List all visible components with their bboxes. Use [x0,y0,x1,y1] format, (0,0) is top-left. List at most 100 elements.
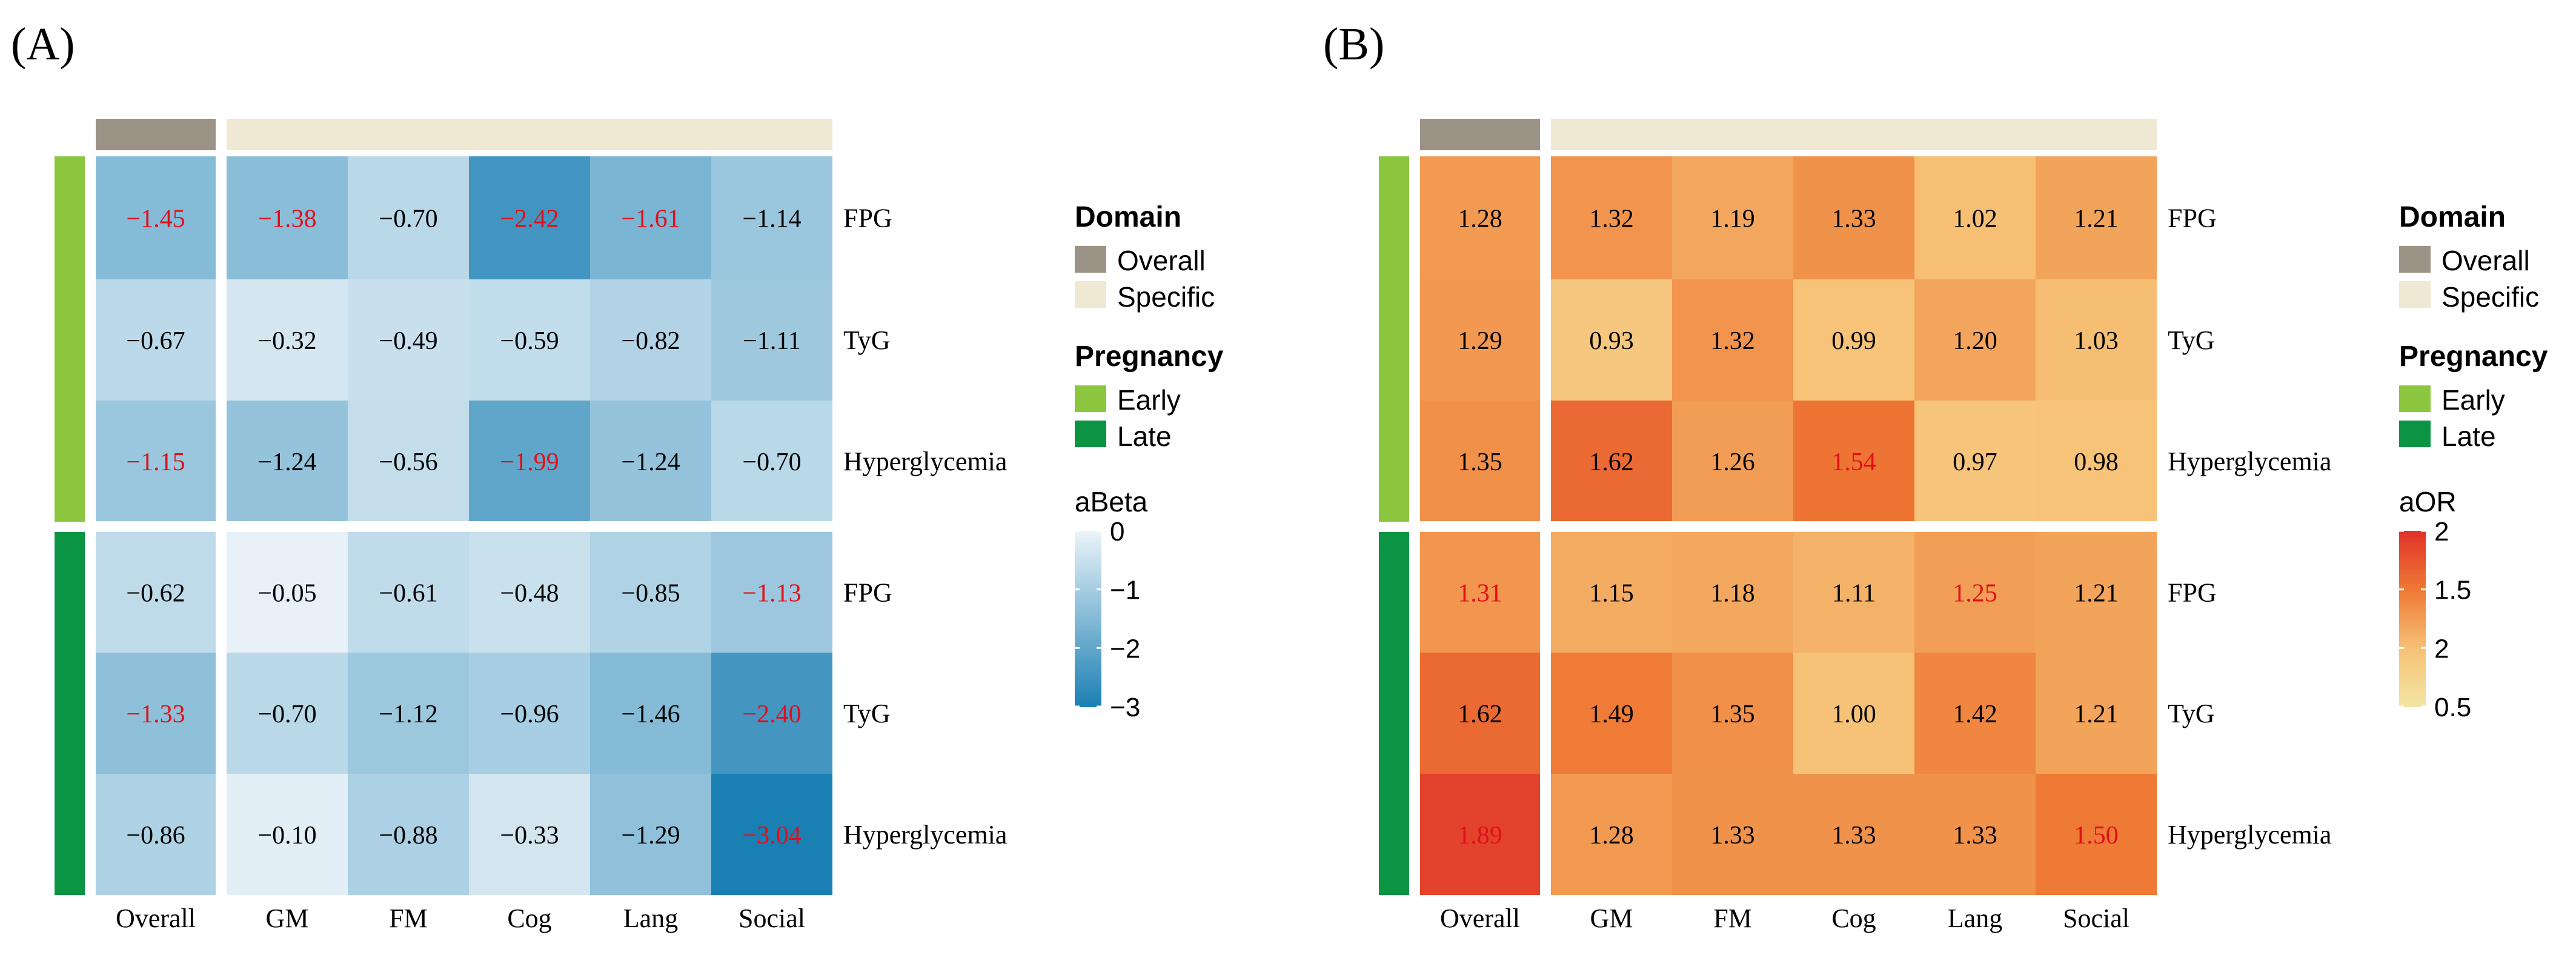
heatmap-cells: −1.45 −1.38 −0.70 −2.42 −1.61 −1.14 −0.67 −0.32… [96,156,832,895]
color-scale-gradient-step [1075,659,1101,664]
row-label: TyG [2168,699,2215,728]
cell-value-label: 1.33 [1831,822,1876,850]
cell-value-label: −0.67 [126,327,185,355]
color-scale-gradient-step [2399,619,2426,622]
cell-value-label: 1.33 [1710,822,1755,850]
color-scale-gradient-step [2399,694,2426,699]
heatmap-cell [1551,401,1672,522]
color-scale-gradient-step [1075,674,1101,678]
legend-swatch-overall [2399,246,2431,273]
color-scale-gradient-step [2399,598,2426,602]
color-scale-gradient-step [2399,668,2426,672]
row-label: Hyperglycemia [2168,447,2331,476]
cell-value-label: −0.70 [257,700,316,728]
cell-value-label: −3.04 [742,822,801,850]
heatmap-cell [469,279,590,401]
cell-value-label: 1.62 [1458,700,1502,728]
heatmap-cell [1672,774,1793,895]
legend-label-specific: Specific [1117,281,1215,313]
color-scale-gradient-step [2399,686,2426,690]
color-scale-tick-label: 1.5 [2434,576,2471,605]
row-label: Hyperglycemia [843,447,1007,476]
heatmap-cell [96,401,216,522]
cell-value-label: −1.61 [621,205,680,233]
cell-value-label: 1.29 [1458,327,1502,355]
color-scale-gradient-step [1075,568,1101,573]
color-scale-gradient-step [1075,633,1101,637]
cell-value-label: −0.62 [126,580,185,608]
color-scale-tick-label: 0.5 [2434,693,2471,722]
heatmap-cell [1672,401,1793,522]
row-block-separator [1420,521,2157,532]
color-scale-gradient-step [1075,671,1101,675]
cell-value-label: −2.42 [500,205,559,233]
color-scale-tick-label: 2 [2434,517,2449,547]
pregnancy-annotation-bar [1379,156,1409,895]
color-scale-gradient-step [2399,633,2426,637]
color-scale-gradient-step [2399,571,2426,576]
legend-label-late: Late [1117,421,1172,452]
domain-bar-specific [227,119,832,150]
color-scale-gradient-step [1075,700,1101,705]
heatmap-cell [1672,532,1793,653]
cell-value-label: 1.21 [2074,580,2119,608]
heatmap-cell [1551,532,1672,653]
cell-value-label: 0.98 [2074,448,2119,476]
heatmap-cell [1420,156,1540,279]
color-scale-gradient-step [2399,674,2426,678]
cell-value-label: 1.21 [2074,205,2119,233]
color-scale-gradient-step [1075,574,1101,579]
column-label: Social [739,903,805,933]
heatmap-cell [227,279,348,401]
heatmap-cell [96,653,216,774]
color-scale-gradient-step [2399,691,2426,696]
color-scale-gradient-step [1075,654,1101,657]
cell-value-label: −1.11 [743,327,801,355]
heatmap-cell [348,279,469,401]
color-scale-gradient-step [1075,545,1101,549]
cell-value-label: 0.97 [1953,448,1997,476]
domain-annotation-bar [96,119,832,150]
heatmap-cell [96,774,216,895]
color-scale-gradient-step [1075,680,1101,684]
legend-label-early: Early [2442,384,2505,416]
cell-value-label: −0.70 [379,205,437,233]
cell-value-label: −1.24 [257,448,316,476]
legend: Domain Overall Specific Pregnancy Early … [2399,201,2548,452]
legend-pregnancy-title: Pregnancy [1075,341,1224,373]
color-scale-gradient-step [2399,568,2426,573]
color-scale-gradient-step [1075,624,1101,628]
heatmap-cell [1420,774,1540,895]
color-scale-title: aBeta [1075,486,1148,517]
color-scale-tick-label: 0 [1110,517,1124,547]
cell-value-label: 1.42 [1953,700,1997,728]
cell-value-label: −2.40 [742,700,801,728]
column-block-separator [1541,156,1551,895]
color-scale-gradient-step [1075,686,1101,690]
color-scale-gradient-step [1075,589,1101,593]
color-scale-gradient-step [2399,656,2426,661]
cell-value-label: 1.25 [1953,580,1997,608]
heatmap-cell [1672,156,1793,279]
heatmap-cell [711,279,832,401]
heatmap-cell [1551,279,1672,401]
color-scale-gradient-step [1075,604,1101,608]
color-scale-gradient-step [2399,584,2426,587]
cell-value-label: −0.70 [742,448,801,476]
color-scale-gradient-step [1075,598,1101,602]
heatmap-cell [227,156,348,279]
cell-value-label: −1.46 [621,700,680,728]
color-scale-gradient-step [2399,595,2426,599]
cell-value-label: 1.32 [1710,327,1755,355]
cell-value-label: 1.31 [1458,580,1502,608]
heatmap-cell [96,279,216,401]
heatmap-cell [348,532,469,653]
color-scale-gradient-step [1075,557,1101,561]
legend-swatch-early [2399,385,2431,412]
cell-value-label: 1.18 [1710,580,1755,608]
heatmap-cell [469,401,590,522]
color-scale-gradient-step [2399,624,2426,628]
heatmap-cell [1793,774,1914,895]
cell-value-label: −1.13 [742,580,801,608]
cell-value-label: −0.48 [500,580,559,608]
